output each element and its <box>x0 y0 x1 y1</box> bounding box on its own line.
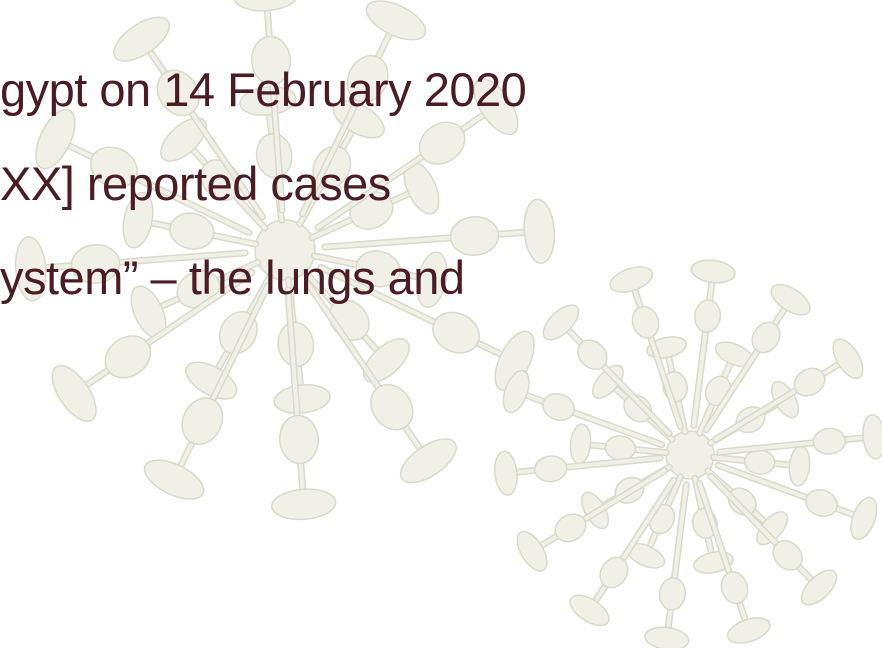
virus-stem-fill <box>325 231 539 247</box>
virus-knob <box>594 552 633 593</box>
virus-head <box>44 358 105 428</box>
virus-knob <box>802 485 841 520</box>
virus-head <box>107 9 177 70</box>
virus-head <box>565 589 614 631</box>
virus-head <box>361 0 432 48</box>
virus-knob <box>539 389 578 424</box>
virus-head <box>511 527 553 576</box>
virus-head <box>644 625 690 648</box>
virus-knob <box>533 454 567 483</box>
virus-knob <box>628 303 662 341</box>
virus-head <box>273 382 332 416</box>
virus-knob <box>789 363 830 402</box>
virus-knob <box>550 509 591 548</box>
virus-head <box>788 445 812 487</box>
virus-knob <box>658 576 687 611</box>
virus-head <box>393 430 463 491</box>
virus-stem-fill <box>716 359 848 440</box>
text-line: ystem” – the lungs and <box>0 254 465 301</box>
virus-knob <box>747 317 786 358</box>
virus-head <box>724 613 773 648</box>
virus-knob <box>175 391 230 451</box>
virus-knob <box>717 569 751 607</box>
virus-head <box>271 487 337 522</box>
virus-head <box>607 262 656 297</box>
slide: {"slide": {"lines": ["gypt on 14 Februar… <box>0 0 882 648</box>
text-line: XX] reported cases <box>0 160 391 207</box>
virus-knob <box>426 305 486 360</box>
virus-head <box>569 423 593 465</box>
virus-head <box>846 494 882 543</box>
virus-head <box>493 450 519 496</box>
virus-head <box>522 198 557 264</box>
text-line: gypt on 14 February 2020 <box>0 66 526 113</box>
virus-head <box>861 414 882 460</box>
virus-head <box>139 452 210 507</box>
virus-head <box>233 0 299 13</box>
virus-stem-fill <box>532 471 664 552</box>
virus-knob <box>812 427 846 456</box>
virus-head <box>766 279 815 321</box>
virus-head <box>827 334 869 383</box>
virus-knob <box>278 414 320 465</box>
virus-knob <box>693 299 722 334</box>
virus-head <box>690 258 736 285</box>
virus-knob <box>362 376 421 437</box>
